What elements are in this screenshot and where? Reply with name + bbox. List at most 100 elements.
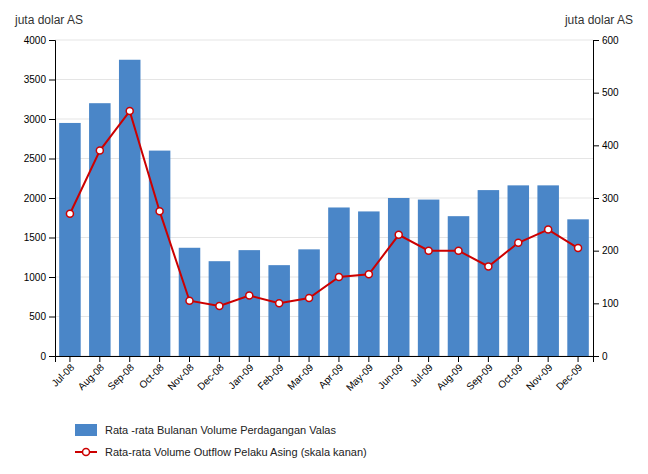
marker <box>335 274 342 281</box>
marker <box>276 300 283 307</box>
tick: Mar-09 <box>285 356 315 392</box>
tick: May-09 <box>344 356 376 393</box>
tick-mark <box>458 356 459 362</box>
tick: Dec-08 <box>195 356 226 392</box>
marks <box>59 60 589 356</box>
marker <box>575 245 582 252</box>
tick-label: Aug-08 <box>76 361 107 392</box>
axis-line <box>56 357 594 363</box>
tick-label: 2000 <box>24 193 47 204</box>
axis-title: juta dolar AS <box>564 13 633 27</box>
bar <box>268 265 290 356</box>
tick: 4000 <box>24 35 55 46</box>
tick-label: 200 <box>602 245 619 256</box>
tick-label: Nov-08 <box>165 361 196 392</box>
legend-label: Rata -rata Bulanan Volume Perdagangan Va… <box>105 424 336 436</box>
line <box>70 111 578 306</box>
grid <box>55 40 593 356</box>
tick-label: Nov-09 <box>524 361 555 392</box>
tick-mark <box>593 198 599 199</box>
tick-mark <box>279 356 280 362</box>
tick-label: 600 <box>602 35 619 46</box>
tick-mark <box>219 356 220 362</box>
tick-label: 500 <box>29 311 46 322</box>
tick-mark <box>488 356 489 362</box>
marker <box>425 247 432 254</box>
tick: Jul-08 <box>49 356 76 389</box>
tick-mark <box>593 356 599 357</box>
tick-label: 3000 <box>24 114 47 125</box>
bar <box>149 151 171 356</box>
tick-label: Jun-09 <box>376 361 406 391</box>
tick: 500 <box>29 311 55 322</box>
tick-mark <box>189 356 190 362</box>
bar <box>209 261 231 356</box>
tick-label: Jul-09 <box>408 361 435 388</box>
tick-label: Jul-08 <box>49 361 76 388</box>
chart: Jul-08Aug-08Sep-08Oct-08Nov-08Dec-08Jan-… <box>0 0 648 474</box>
tick-label: Sep-08 <box>106 361 137 392</box>
tick: 300 <box>593 193 619 204</box>
tick-mark <box>578 356 579 362</box>
tick-label: 4000 <box>24 35 47 46</box>
tick-label: May-09 <box>344 361 376 393</box>
marker <box>156 208 163 215</box>
tick: 3500 <box>24 74 55 85</box>
tick-mark <box>49 119 55 120</box>
tick-mark <box>593 40 599 41</box>
tick-mark <box>49 277 55 278</box>
tick-label: Sep-09 <box>464 361 495 392</box>
bar-series <box>59 60 589 356</box>
bar <box>508 185 530 356</box>
marker <box>455 247 462 254</box>
tick-mark <box>518 356 519 362</box>
tick: Oct-08 <box>137 356 166 391</box>
tick-mark <box>49 198 55 199</box>
tick-label: 300 <box>602 193 619 204</box>
marker <box>515 239 522 246</box>
tick: 1000 <box>24 272 55 283</box>
bar <box>478 190 500 356</box>
tick-mark <box>368 356 369 362</box>
tick: 3000 <box>24 114 55 125</box>
tick: 1500 <box>24 232 55 243</box>
tick-mark <box>249 356 250 362</box>
legend-marker <box>83 449 90 456</box>
tick: Apr-09 <box>316 356 345 391</box>
tick-label: 500 <box>602 87 619 98</box>
marker <box>246 292 253 299</box>
marker <box>365 271 372 278</box>
tick-mark <box>49 80 55 81</box>
tick: Jul-09 <box>408 356 435 389</box>
tick-mark <box>49 238 55 239</box>
tick-mark <box>593 251 599 252</box>
tick: Dec-09 <box>554 356 585 392</box>
tick-label: Feb-09 <box>255 361 285 391</box>
tick-label: 1500 <box>24 232 47 243</box>
legend-item: Rata-rata Volume Outflow Pelaku Asing (s… <box>75 446 367 458</box>
tick-mark <box>428 356 429 362</box>
bar <box>239 250 261 356</box>
tick-mark <box>69 356 70 362</box>
plot-area: Jul-08Aug-08Sep-08Oct-08Nov-08Dec-08Jan-… <box>24 35 619 393</box>
axis: Jul-08Aug-08Sep-08Oct-08Nov-08Dec-08Jan-… <box>49 356 593 393</box>
tick: Feb-09 <box>255 356 285 392</box>
legend-label: Rata-rata Volume Outflow Pelaku Asing (s… <box>105 446 367 458</box>
bar <box>537 185 559 356</box>
tick: 100 <box>593 298 619 309</box>
marker <box>306 295 313 302</box>
tick: Oct-09 <box>496 356 525 391</box>
marker <box>186 297 193 304</box>
tick-mark <box>309 356 310 362</box>
tick-label: 400 <box>602 140 619 151</box>
tick-mark <box>398 356 399 362</box>
bar <box>448 216 470 356</box>
tick-label: 100 <box>602 298 619 309</box>
marker <box>96 147 103 154</box>
bar <box>59 123 81 356</box>
tick-mark <box>49 40 55 41</box>
tick-label: Dec-08 <box>195 361 226 392</box>
tick: 2000 <box>24 193 55 204</box>
tick-mark <box>49 356 55 357</box>
tick: Jun-09 <box>376 356 406 391</box>
